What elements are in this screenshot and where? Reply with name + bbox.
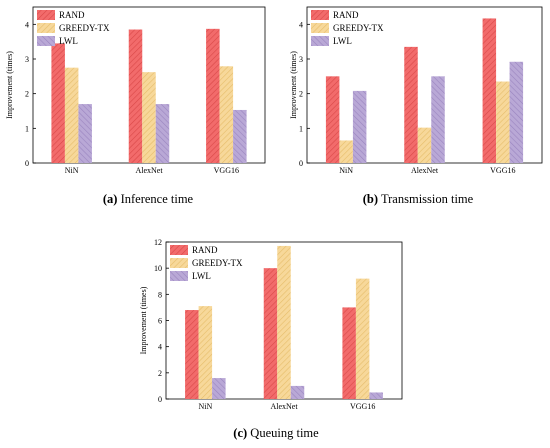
legend-label-rand: RAND <box>192 245 218 255</box>
y-tick-label: 6 <box>158 317 162 326</box>
bar-lwl-nin <box>78 104 92 163</box>
bar-lwl-alexnet <box>290 385 305 399</box>
legend-label-greedy-tx: GREEDY-TX <box>192 258 243 268</box>
legend-label-greedy-tx: GREEDY-TX <box>59 23 110 33</box>
y-tick-label: 2 <box>299 90 303 99</box>
bar-greedy-tx-alexnet <box>277 245 291 399</box>
bar-lwl-vgg16 <box>369 392 383 399</box>
y-axis-label: Improvement (times) <box>139 286 148 354</box>
bar-lwl-vgg16 <box>509 61 524 164</box>
caption: (c) Queuing time <box>233 426 319 440</box>
y-tick-label: 0 <box>25 159 29 168</box>
legend-swatch-lwl <box>170 271 188 281</box>
bar-lwl-vgg16 <box>233 109 247 163</box>
caption-text: Transmission time <box>378 192 474 206</box>
bar-lwl-nin <box>352 90 367 163</box>
bar-greedy-tx-vgg16 <box>355 278 370 399</box>
y-axis-label: Improvement (times) <box>5 51 14 119</box>
y-tick-label: 12 <box>154 238 162 247</box>
chart-panel-2: 0 2 4 6 8 10 12 Improvement (times) NiN AlexNet VG… <box>139 238 403 440</box>
y-tick-label: 4 <box>158 343 162 352</box>
caption-label: (b) <box>363 192 378 206</box>
legend-swatch-rand <box>311 10 329 20</box>
legend-label-greedy-tx: GREEDY-TX <box>333 23 384 33</box>
x-tick-label: VGG16 <box>350 402 375 411</box>
bar-lwl-nin <box>212 378 226 399</box>
y-tick-label: 4 <box>299 20 303 29</box>
y-tick-label: 0 <box>299 159 303 168</box>
bar-greedy-tx-alexnet <box>417 127 432 163</box>
legend-label-lwl: LWL <box>333 36 352 46</box>
caption: (a) Inference time <box>103 192 194 206</box>
x-tick-label: AlexNet <box>135 166 163 175</box>
bar-rand-vgg16 <box>482 18 497 163</box>
bar-rand-nin <box>325 76 340 163</box>
y-tick-label: 0 <box>158 395 162 404</box>
x-tick-label: VGG16 <box>214 166 239 175</box>
bar-rand-vgg16 <box>206 28 220 164</box>
bar-greedy-tx-nin <box>339 140 353 163</box>
bar-rand-alexnet <box>128 29 143 164</box>
y-axis-label: Improvement (times) <box>289 51 298 119</box>
bar-rand-alexnet <box>404 46 418 163</box>
legend-label-lwl: LWL <box>192 271 211 281</box>
x-tick-label: NiN <box>339 166 353 175</box>
legend-swatch-rand <box>170 245 188 255</box>
legend-swatch-greedy-tx <box>311 23 329 33</box>
legend-swatch-greedy-tx <box>37 23 55 33</box>
bar-greedy-tx-nin <box>64 67 79 163</box>
y-tick-label: 4 <box>25 20 29 29</box>
x-tick-label: NiN <box>65 166 79 175</box>
x-tick-label: AlexNet <box>411 166 439 175</box>
caption-label: (a) <box>103 192 118 206</box>
x-tick-label: AlexNet <box>270 402 298 411</box>
x-tick-label: VGG16 <box>490 166 515 175</box>
y-tick-label: 10 <box>154 264 162 273</box>
bar-greedy-tx-vgg16 <box>219 66 234 163</box>
legend-swatch-lwl <box>37 36 55 46</box>
caption-label: (c) <box>233 426 247 440</box>
y-tick-label: 2 <box>158 369 162 378</box>
caption: (b) Transmission time <box>363 192 474 206</box>
legend-label-lwl: LWL <box>59 36 78 46</box>
bar-rand-alexnet <box>263 268 278 399</box>
y-tick-label: 3 <box>299 55 303 64</box>
x-tick-label: NiN <box>198 402 212 411</box>
legend-label-rand: RAND <box>59 10 85 20</box>
chart-panel-1: 0 1 2 3 4 Improvement (times) NiN AlexNet VGG16 R… <box>289 6 543 206</box>
bar-greedy-tx-alexnet <box>142 72 156 163</box>
legend-swatch-greedy-tx <box>170 258 188 268</box>
bar-greedy-tx-vgg16 <box>496 81 510 163</box>
caption-text: Inference time <box>117 192 193 206</box>
caption-text: Queuing time <box>247 426 319 440</box>
y-tick-label: 1 <box>25 124 29 133</box>
bar-greedy-tx-nin <box>198 306 213 399</box>
y-tick-label: 3 <box>25 55 29 64</box>
y-tick-label: 2 <box>25 90 29 99</box>
y-tick-label: 8 <box>158 290 162 299</box>
legend-swatch-rand <box>37 10 55 20</box>
chart-panel-0: 0 1 2 3 4 Improvement (times) NiN AlexNet VGG16 R… <box>5 6 266 206</box>
bar-rand-vgg16 <box>342 307 356 399</box>
bar-rand-nin <box>51 43 65 163</box>
legend-label-rand: RAND <box>333 10 359 20</box>
bar-lwl-alexnet <box>155 104 170 163</box>
y-tick-label: 1 <box>299 124 303 133</box>
bar-rand-nin <box>185 310 199 399</box>
legend-swatch-lwl <box>311 36 329 46</box>
bar-lwl-alexnet <box>431 76 445 163</box>
